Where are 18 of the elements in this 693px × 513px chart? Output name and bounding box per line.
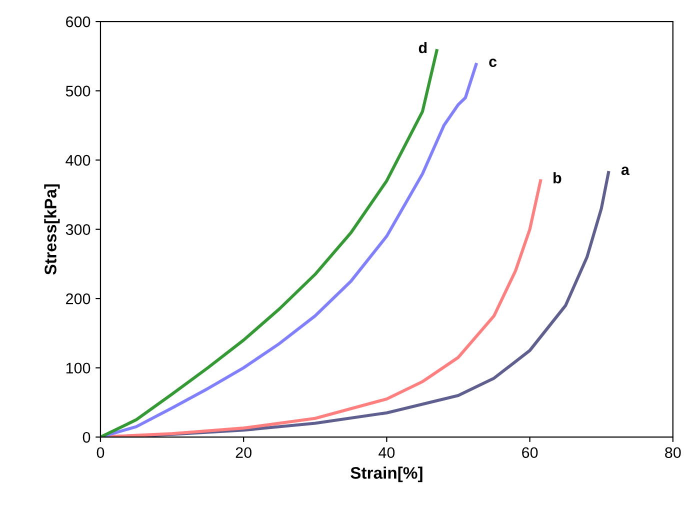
y-tick-label: 100 xyxy=(66,362,90,374)
y-tick-label: 400 xyxy=(66,154,90,166)
x-tick-label: 0 xyxy=(96,447,104,458)
x-tick-label: 40 xyxy=(378,447,395,458)
y-tick-label: 0 xyxy=(82,432,90,443)
y-tick-label: 600 xyxy=(66,16,90,28)
y-tick-label: 200 xyxy=(66,293,90,304)
x-axis-title: Strain[%] xyxy=(350,466,422,482)
series-label: d xyxy=(418,42,427,54)
y-tick-label: 300 xyxy=(66,224,90,235)
y-axis-title: Stress[kPa] xyxy=(44,184,60,275)
series-label: b xyxy=(554,172,562,184)
series-label: c xyxy=(489,58,497,68)
series-label: a xyxy=(621,166,630,176)
x-tick-label: 60 xyxy=(522,447,538,458)
x-tick-label: 80 xyxy=(665,447,681,458)
x-tick-label: 20 xyxy=(236,447,252,458)
y-tick-label: 500 xyxy=(66,86,90,96)
